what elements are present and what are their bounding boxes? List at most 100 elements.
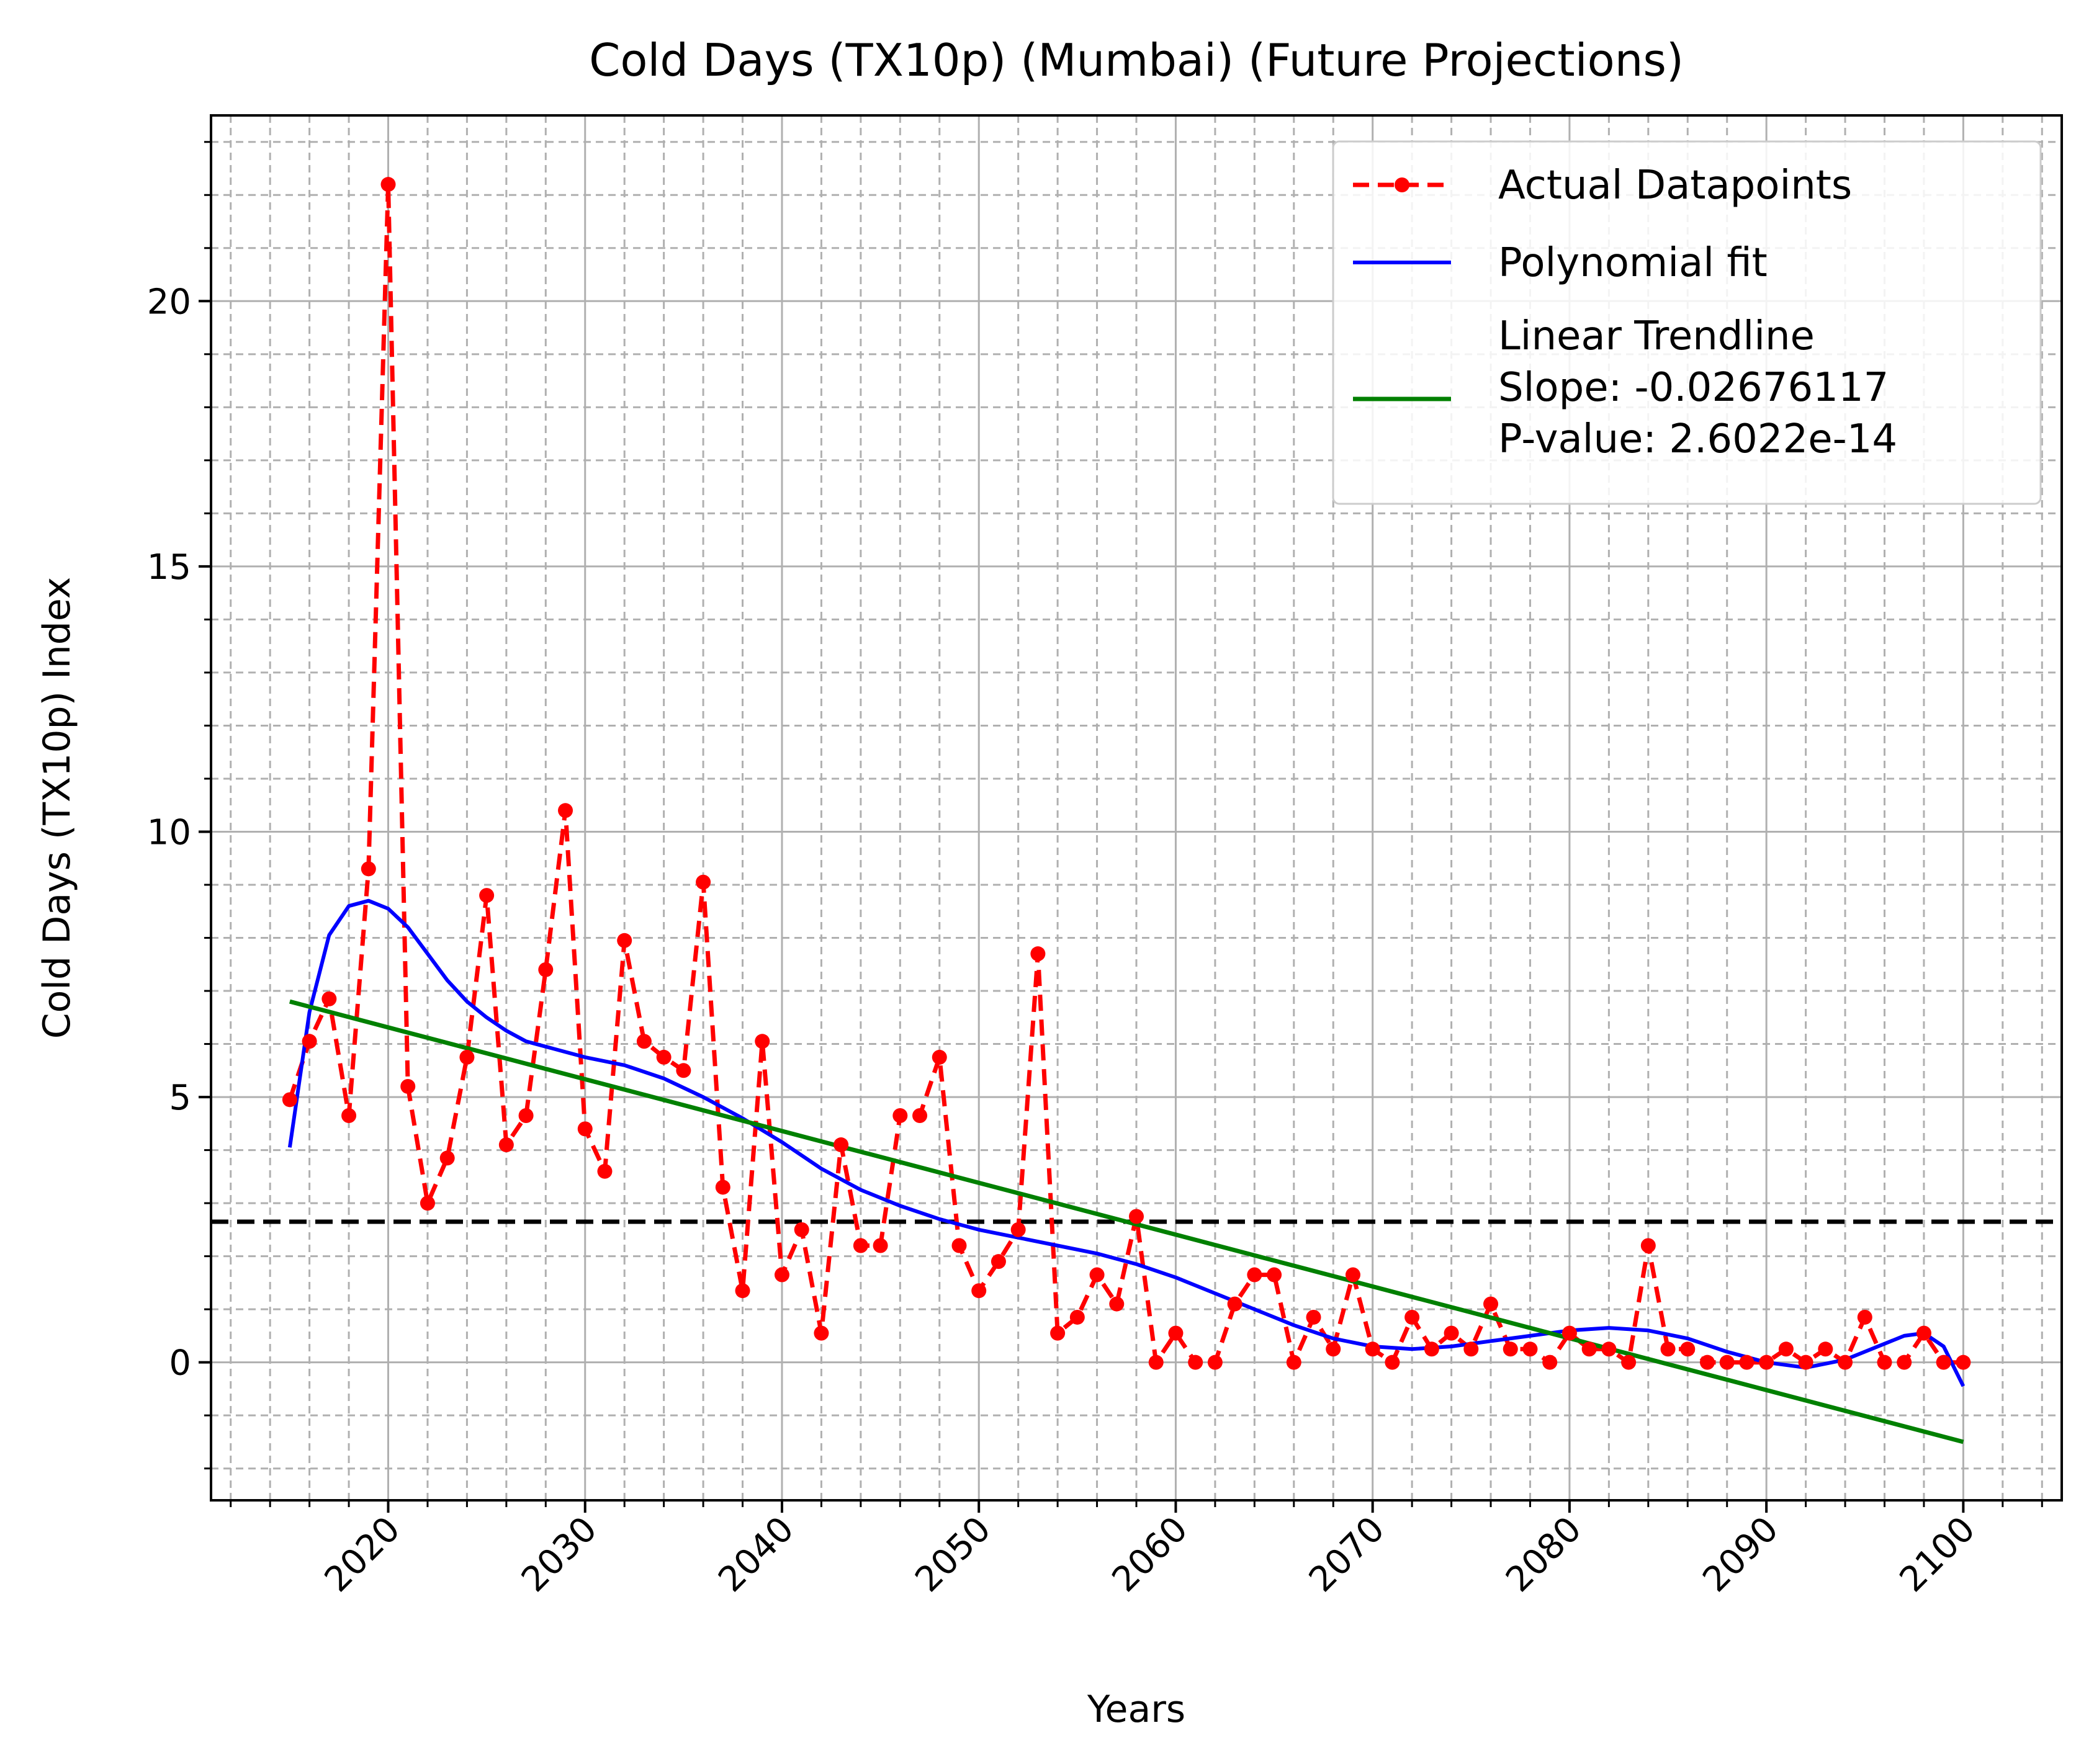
legend-label-linear-line: P-value: 2.6022e-14 xyxy=(1498,416,1897,462)
legend: Actual Datapoints Polynomial fit Linear Tr… xyxy=(1332,140,2042,505)
data-point xyxy=(1365,1341,1380,1357)
data-point xyxy=(932,1049,947,1065)
data-point xyxy=(321,991,337,1006)
data-point xyxy=(1188,1354,1203,1370)
data-point xyxy=(558,803,573,818)
data-point xyxy=(400,1078,416,1094)
data-point xyxy=(1581,1341,1597,1357)
data-point xyxy=(1877,1354,1892,1370)
data-point xyxy=(380,177,396,192)
legend-marker-actual xyxy=(1395,177,1409,192)
data-point xyxy=(1601,1341,1617,1357)
legend-label-linear-line: Slope: -0.02676117 xyxy=(1498,365,1889,411)
data-point xyxy=(1916,1325,1931,1341)
data-point xyxy=(951,1238,967,1253)
data-point xyxy=(1444,1325,1459,1341)
data-point xyxy=(1778,1341,1794,1357)
data-point xyxy=(774,1267,789,1283)
data-point xyxy=(1286,1354,1301,1370)
data-point xyxy=(755,1034,770,1049)
legend-label-linear-line: Linear Trendline xyxy=(1498,313,1815,359)
data-point xyxy=(1680,1341,1696,1357)
data-point xyxy=(1522,1341,1538,1357)
data-point xyxy=(1404,1309,1420,1325)
legend-frame xyxy=(1332,140,2042,505)
data-point xyxy=(420,1196,435,1211)
x-axis-label: Years xyxy=(1087,1688,1185,1731)
data-point xyxy=(1306,1309,1321,1325)
data-point xyxy=(1483,1296,1499,1312)
data-point xyxy=(656,1049,672,1065)
data-point xyxy=(696,874,711,890)
data-point xyxy=(1818,1341,1833,1357)
data-point xyxy=(1542,1354,1558,1370)
data-point xyxy=(636,1034,652,1049)
y-tick-label: 10 xyxy=(147,812,191,853)
data-point xyxy=(1247,1267,1262,1283)
data-point xyxy=(1109,1296,1125,1312)
data-point xyxy=(1936,1354,1951,1370)
data-point xyxy=(1719,1354,1735,1370)
data-point xyxy=(1857,1309,1872,1325)
data-point xyxy=(1562,1325,1577,1341)
data-point xyxy=(282,1092,297,1108)
data-point xyxy=(834,1137,849,1153)
data-point xyxy=(538,962,554,977)
data-point xyxy=(1345,1267,1360,1283)
data-point xyxy=(1207,1354,1223,1370)
y-axis-label: Cold Days (TX10p) Index xyxy=(35,577,79,1039)
data-point xyxy=(1503,1341,1518,1357)
data-point xyxy=(814,1325,829,1341)
legend-label-polynomial: Polynomial fit xyxy=(1498,240,1768,286)
polynomial-fit-line xyxy=(287,898,1966,1387)
data-point xyxy=(302,1034,317,1049)
legend-label-actual: Actual Datapoints xyxy=(1498,163,1852,208)
data-point xyxy=(794,1222,809,1237)
data-point xyxy=(1699,1354,1715,1370)
data-point xyxy=(1739,1354,1755,1370)
data-point xyxy=(498,1137,514,1153)
data-point xyxy=(971,1283,987,1299)
data-point xyxy=(853,1238,868,1253)
data-point xyxy=(1424,1341,1439,1357)
data-point xyxy=(991,1254,1006,1269)
data-point xyxy=(597,1163,613,1179)
data-point xyxy=(1463,1341,1479,1357)
data-point xyxy=(1385,1354,1400,1370)
data-point xyxy=(1798,1354,1813,1370)
data-point xyxy=(1129,1209,1144,1224)
data-point xyxy=(1326,1341,1341,1357)
data-point xyxy=(617,933,632,948)
data-point xyxy=(1759,1354,1774,1370)
data-point xyxy=(912,1108,928,1123)
data-point xyxy=(1010,1222,1026,1237)
data-point xyxy=(1897,1354,1912,1370)
data-point xyxy=(459,1049,475,1065)
data-point xyxy=(1660,1341,1676,1357)
data-point xyxy=(892,1108,908,1123)
y-tick-label: 15 xyxy=(147,547,191,588)
data-point xyxy=(1069,1309,1085,1325)
data-point xyxy=(439,1150,455,1166)
data-point xyxy=(341,1108,357,1123)
chart-title: Cold Days (TX10p) (Mumbai) (Future Proje… xyxy=(589,34,1684,86)
data-point xyxy=(1640,1238,1656,1253)
data-point xyxy=(1227,1296,1242,1312)
data-point xyxy=(873,1238,888,1253)
data-point xyxy=(1050,1325,1066,1341)
data-point xyxy=(1168,1325,1184,1341)
y-tick-label: 5 xyxy=(169,1078,191,1118)
series-layer xyxy=(282,177,1971,1444)
y-tick-label: 0 xyxy=(169,1343,191,1384)
y-tick-label: 20 xyxy=(147,282,191,322)
data-point xyxy=(676,1063,691,1078)
data-point xyxy=(518,1108,534,1123)
data-point xyxy=(1621,1354,1637,1370)
data-point xyxy=(715,1180,730,1195)
data-point xyxy=(1956,1354,1971,1370)
data-point xyxy=(361,861,376,877)
data-point xyxy=(577,1121,593,1137)
data-point xyxy=(1030,946,1046,962)
data-point xyxy=(1838,1354,1853,1370)
